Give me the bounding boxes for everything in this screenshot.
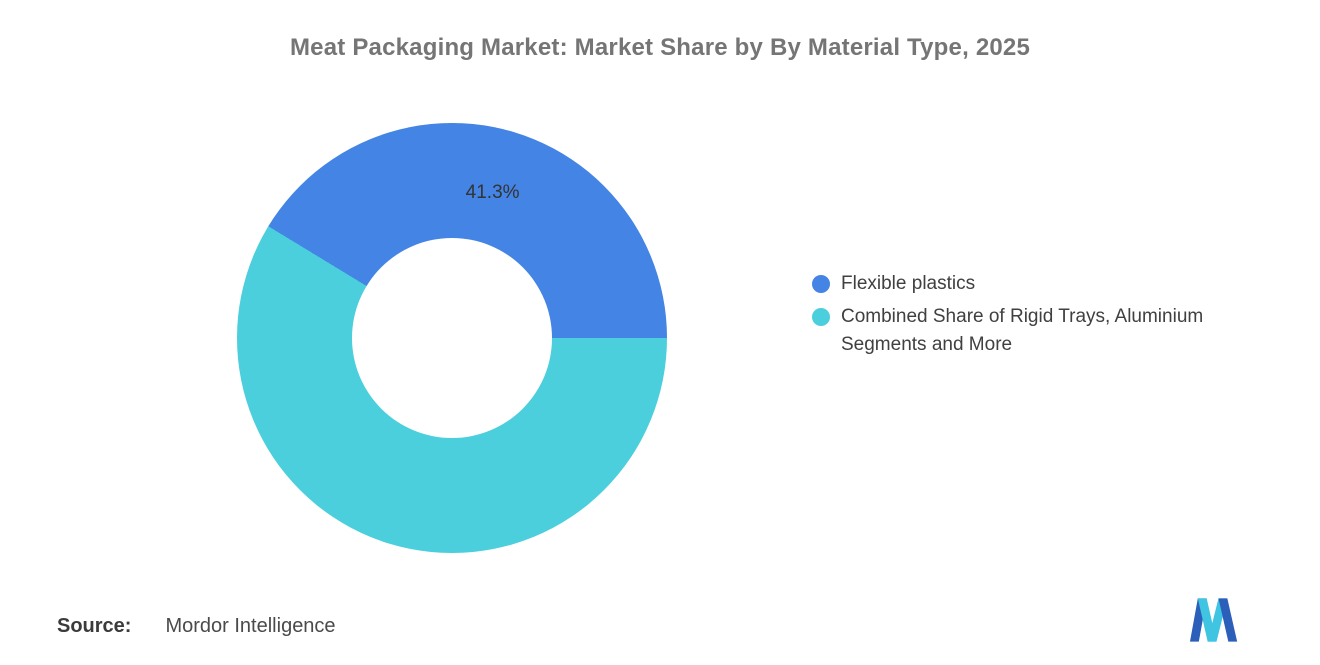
legend-item-flexible-plastics: Flexible plastics (812, 270, 1251, 298)
source-row: Source: Mordor Intelligence (57, 615, 336, 638)
legend-marker-teal (812, 308, 830, 326)
legend-label: Flexible plastics (841, 273, 976, 294)
donut-chart: 41.3% (237, 123, 667, 553)
mordor-intelligence-logo (1189, 598, 1238, 642)
donut-hole (352, 238, 552, 438)
legend-marker-blue (812, 275, 830, 293)
source-label: Source: (57, 615, 132, 637)
legend: Flexible plastics Combined Share of Rigi… (812, 270, 1251, 359)
source-value: Mordor Intelligence (165, 615, 336, 637)
legend-label: Combined Share of Rigid Trays, Aluminium… (841, 306, 1204, 355)
chart-title: Meat Packaging Market: Market Share by B… (289, 34, 1031, 61)
legend-item-combined-share: Combined Share of Rigid Trays, Aluminium… (812, 303, 1251, 359)
slice-data-label: 41.3% (465, 182, 520, 204)
